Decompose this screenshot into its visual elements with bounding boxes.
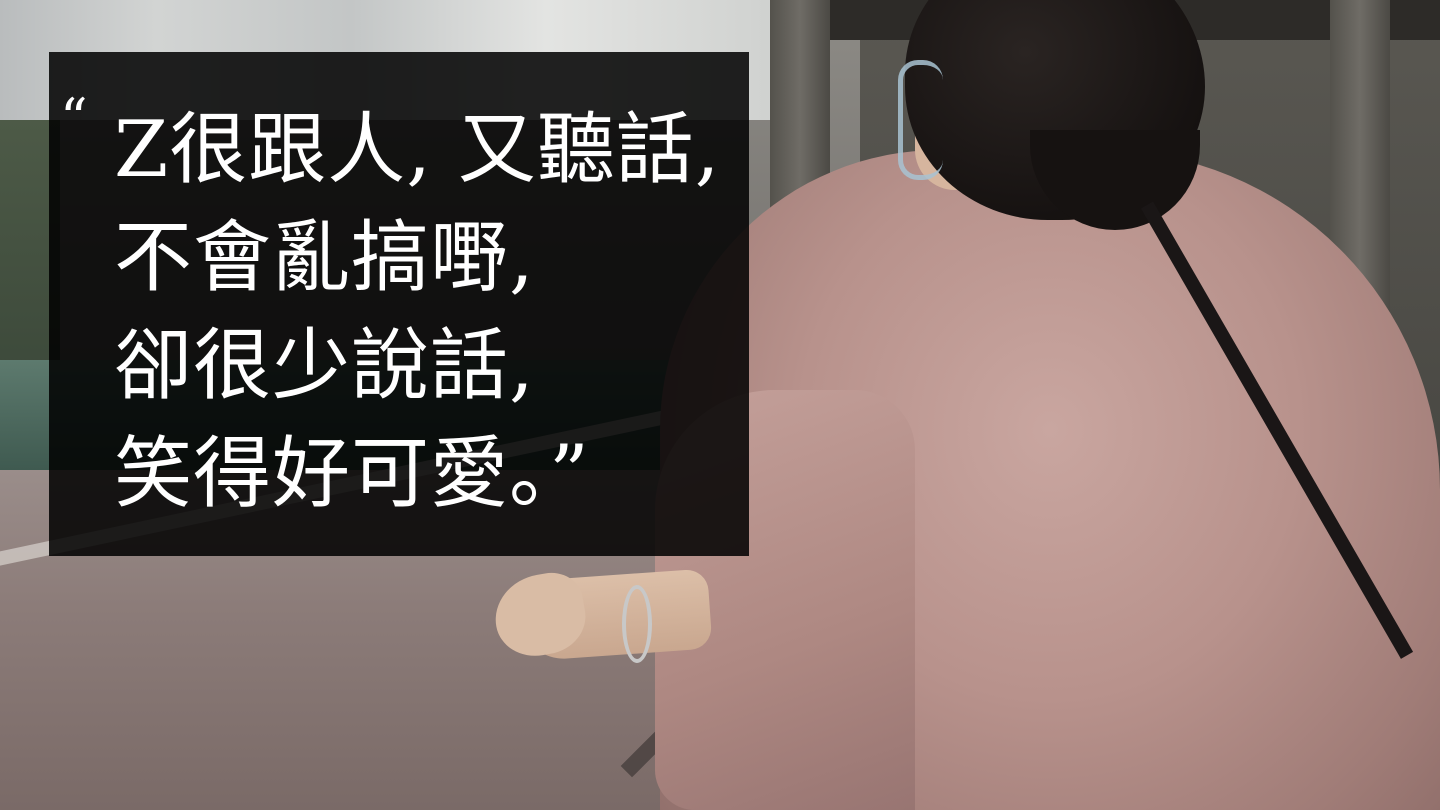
quote-text: Z很跟人, 又聽話, 不會亂搞嘢, 卻很少說話, 笑得好可愛。”	[114, 96, 740, 528]
bracelet	[622, 585, 652, 663]
open-quote-mark: “	[60, 87, 88, 150]
quote-line-1: Z很跟人, 又聽話,	[114, 105, 721, 195]
quote-line-4: 笑得好可愛。”	[114, 429, 590, 519]
quote-line-2: 不會亂搞嘢,	[114, 213, 535, 303]
face-mask-strap	[898, 60, 943, 180]
quote-line-3: 卻很少說話,	[114, 321, 535, 411]
quote-overlay	[49, 52, 749, 556]
